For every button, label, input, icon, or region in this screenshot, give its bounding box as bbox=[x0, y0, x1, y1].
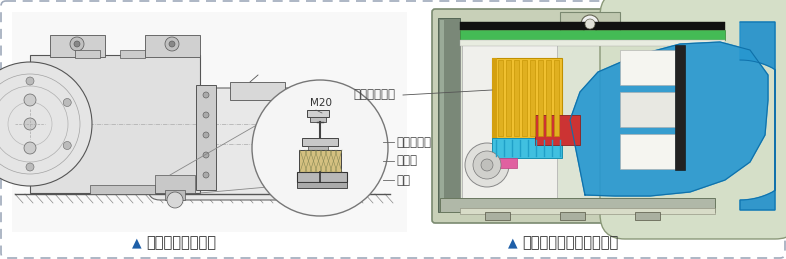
Circle shape bbox=[74, 41, 80, 47]
Circle shape bbox=[585, 19, 595, 29]
Bar bbox=[492, 158, 517, 168]
Bar bbox=[297, 172, 347, 182]
Circle shape bbox=[203, 132, 209, 138]
Bar bbox=[155, 175, 195, 193]
Bar bbox=[530, 60, 535, 136]
Circle shape bbox=[63, 141, 72, 149]
Circle shape bbox=[24, 94, 36, 106]
Circle shape bbox=[203, 92, 209, 98]
Text: ▲: ▲ bbox=[132, 236, 141, 249]
Circle shape bbox=[169, 41, 175, 47]
Bar bbox=[675, 45, 685, 170]
Bar bbox=[560, 12, 620, 32]
Bar bbox=[460, 22, 725, 30]
Bar bbox=[460, 40, 725, 46]
Bar bbox=[120, 50, 145, 58]
Text: 减震垫: 减震垫 bbox=[396, 155, 417, 168]
Bar bbox=[165, 190, 185, 200]
Text: M20: M20 bbox=[310, 98, 332, 108]
Text: 消声结构设计: 消声结构设计 bbox=[353, 89, 395, 102]
Bar bbox=[308, 146, 328, 150]
Text: 减震垫安装示意图: 减震垫安装示意图 bbox=[146, 235, 216, 250]
Bar bbox=[75, 50, 100, 58]
Bar bbox=[492, 58, 562, 138]
Bar bbox=[50, 35, 105, 57]
Circle shape bbox=[581, 15, 599, 33]
Bar bbox=[440, 198, 715, 212]
Bar bbox=[498, 60, 503, 136]
Bar bbox=[492, 138, 562, 158]
Text: 基座: 基座 bbox=[396, 174, 410, 186]
Circle shape bbox=[203, 172, 209, 178]
FancyBboxPatch shape bbox=[600, 0, 786, 239]
Circle shape bbox=[24, 118, 36, 130]
Bar bbox=[554, 60, 559, 136]
Circle shape bbox=[473, 151, 501, 179]
Bar bbox=[30, 55, 200, 193]
Bar bbox=[620, 134, 675, 169]
Bar bbox=[492, 58, 497, 138]
Bar bbox=[620, 50, 675, 85]
Bar bbox=[12, 12, 407, 232]
Bar bbox=[307, 110, 329, 117]
Circle shape bbox=[0, 62, 92, 186]
Bar bbox=[560, 212, 585, 220]
Bar bbox=[635, 212, 660, 220]
FancyBboxPatch shape bbox=[148, 88, 357, 200]
Bar bbox=[196, 85, 216, 190]
Bar bbox=[460, 30, 725, 40]
Circle shape bbox=[203, 112, 209, 118]
Bar bbox=[462, 44, 557, 199]
Bar bbox=[302, 138, 338, 146]
Bar bbox=[620, 92, 675, 127]
Polygon shape bbox=[740, 22, 775, 210]
Circle shape bbox=[26, 163, 34, 171]
Bar bbox=[460, 22, 730, 208]
Text: ▲: ▲ bbox=[508, 236, 518, 249]
Bar bbox=[506, 60, 511, 136]
Text: 压缩机地脚: 压缩机地脚 bbox=[396, 135, 431, 148]
Bar bbox=[514, 60, 519, 136]
Circle shape bbox=[481, 159, 493, 171]
Circle shape bbox=[26, 77, 34, 85]
Bar bbox=[538, 60, 543, 136]
Circle shape bbox=[63, 98, 72, 106]
Circle shape bbox=[252, 80, 388, 216]
Polygon shape bbox=[570, 42, 768, 196]
Bar bbox=[297, 182, 347, 188]
Bar bbox=[145, 35, 200, 57]
Bar bbox=[522, 60, 527, 136]
Bar bbox=[438, 18, 460, 212]
Circle shape bbox=[24, 142, 36, 154]
Bar bbox=[90, 185, 155, 194]
Text: 压缩机内置排气消声设计: 压缩机内置排气消声设计 bbox=[522, 235, 619, 250]
Bar bbox=[230, 82, 285, 100]
Bar bbox=[546, 60, 551, 136]
Circle shape bbox=[165, 37, 179, 51]
Circle shape bbox=[70, 37, 84, 51]
Circle shape bbox=[465, 143, 509, 187]
Circle shape bbox=[167, 192, 183, 208]
FancyBboxPatch shape bbox=[432, 9, 778, 223]
Circle shape bbox=[203, 152, 209, 158]
Bar bbox=[299, 150, 341, 172]
Bar bbox=[440, 20, 444, 210]
Bar bbox=[535, 115, 580, 145]
Bar bbox=[310, 117, 326, 122]
Bar bbox=[460, 208, 715, 214]
Bar bbox=[485, 212, 510, 220]
